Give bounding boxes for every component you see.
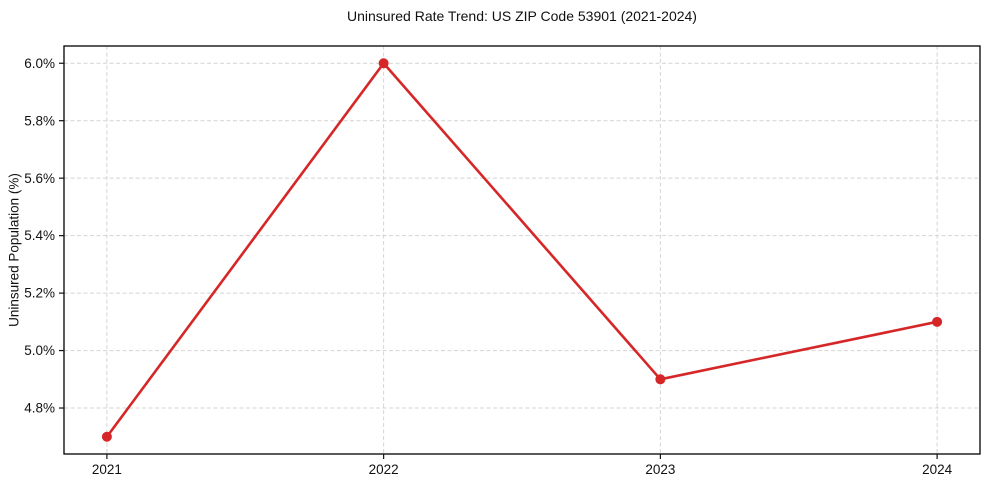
data-point — [932, 316, 943, 327]
y-tick-label: 4.8% — [24, 401, 55, 416]
data-point — [655, 374, 666, 385]
y-tick-label: 5.4% — [24, 228, 55, 243]
data-point — [101, 431, 112, 442]
x-tick-label: 2021 — [92, 462, 122, 477]
y-tick-label: 5.2% — [24, 286, 55, 301]
plot-border — [63, 45, 981, 455]
y-tick-label: 5.8% — [24, 113, 55, 128]
y-tick-label: 5.0% — [24, 343, 55, 358]
y-tick-label: 6.0% — [24, 56, 55, 71]
x-tick-label: 2022 — [369, 462, 399, 477]
x-tick-label: 2023 — [645, 462, 675, 477]
data-point — [378, 58, 389, 69]
x-tick-label: 2024 — [922, 462, 953, 477]
chart-title: Uninsured Rate Trend: US ZIP Code 53901 … — [347, 8, 697, 24]
trend-line — [105, 61, 939, 439]
y-tick-label: 5.6% — [24, 171, 55, 186]
